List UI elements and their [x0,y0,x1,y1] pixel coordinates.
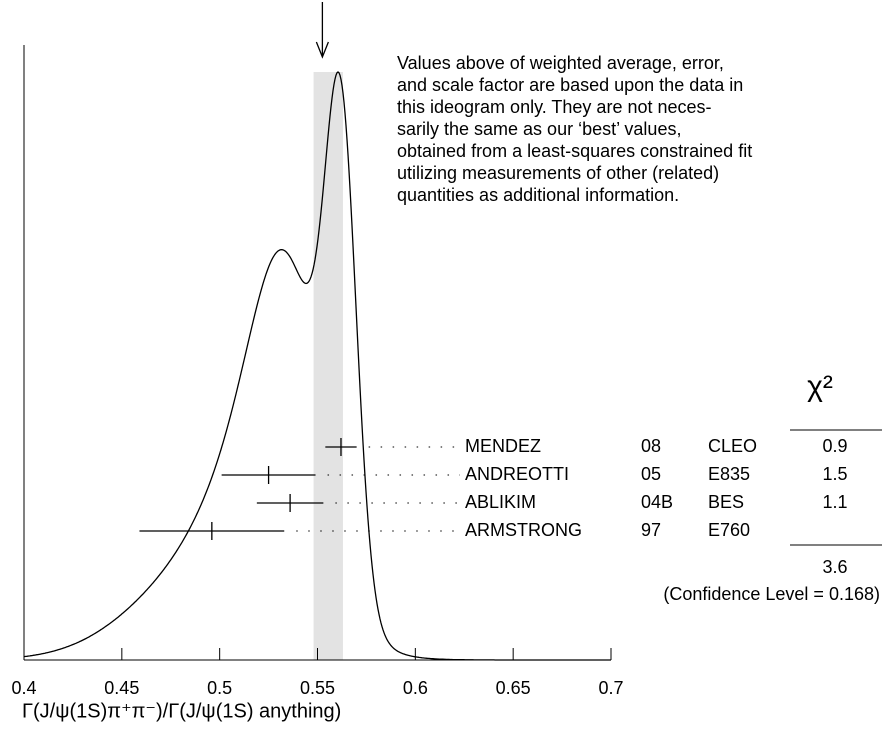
x-axis-label: Γ(J/ψ(1S)π⁺π⁻)/Γ(J/ψ(1S) anything) [22,700,341,722]
note-line: this ideogram only. They are not neces- [397,97,712,117]
average-arrow [315,2,329,59]
x-tick-label: 0.45 [104,678,139,698]
x-tick-label: 0.6 [403,678,428,698]
measurement-chi2: 0.9 [822,436,847,456]
measurement-year: 08 [641,436,661,456]
confidence-level: (Confidence Level = 0.168) [663,584,880,604]
measurement-year: 97 [641,520,661,540]
ideogram-curve [23,71,611,661]
note-line: obtained from a least-squares constraine… [397,141,752,161]
x-tick-label: 0.4 [11,678,36,698]
note-line: sarily the same as our ‘best’ values, [397,119,681,139]
measurement-year: 04B [641,492,673,512]
measurement-year: 05 [641,464,661,484]
x-tick-label: 0.65 [496,678,531,698]
measurement-experiment: BES [708,492,744,512]
measurement-experiment: E760 [708,520,750,540]
x-tick-label: 0.7 [598,678,623,698]
measurement-name: ANDREOTTI [465,464,569,484]
note-line: utilizing measurements of other (related… [397,163,719,183]
note-line: and scale factor are based upon the data… [397,75,743,95]
average-band [313,72,343,660]
measurement-name: ARMSTRONG [465,520,582,540]
note-line: Values above of weighted average, error, [397,53,724,73]
chi2-total: 3.6 [822,557,847,577]
measurement-experiment: CLEO [708,436,757,456]
measurement-name: ABLIKIM [465,492,536,512]
x-tick-label: 0.55 [300,678,335,698]
x-tick-label: 0.5 [207,678,232,698]
chi2-header: χ² [807,370,833,403]
measurement-chi2: 1.1 [822,492,847,512]
measurement-name: MENDEZ [465,436,541,456]
measurement-chi2: 1.5 [822,464,847,484]
measurement-experiment: E835 [708,464,750,484]
note-line: quantities as additional information. [397,185,679,205]
